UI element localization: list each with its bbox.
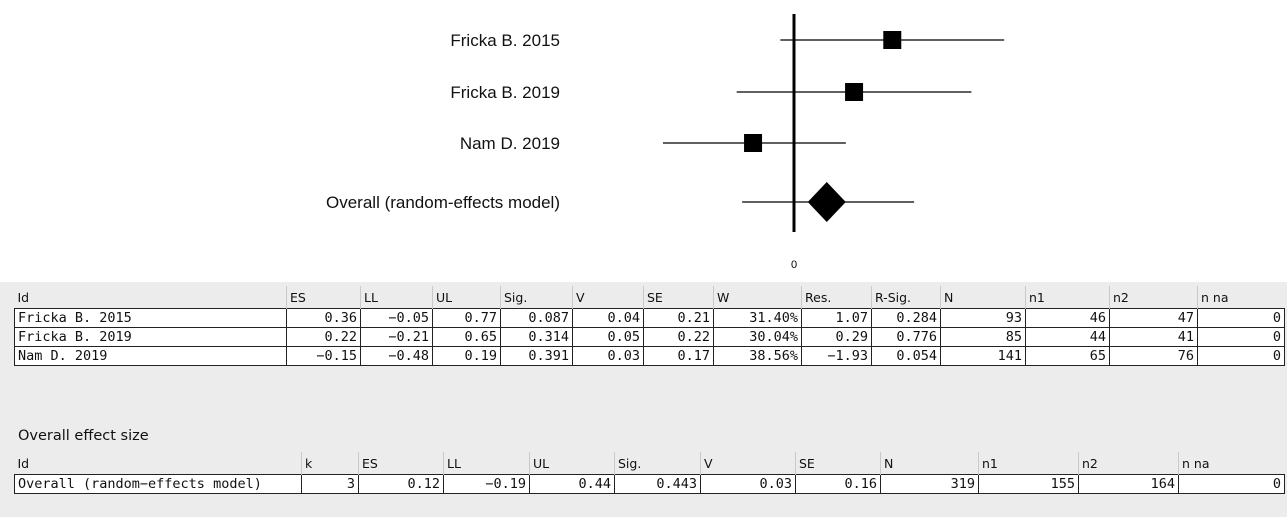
- table-cell[interactable]: Overall (random−effects model): [14, 474, 302, 494]
- column-header[interactable]: LL: [360, 286, 433, 309]
- column-header[interactable]: n na: [1178, 452, 1285, 475]
- column-header[interactable]: N: [940, 286, 1026, 309]
- study-label: Overall (random-effects model): [326, 193, 560, 212]
- table-cell[interactable]: 3: [301, 474, 359, 494]
- column-header[interactable]: V: [700, 452, 796, 475]
- table-cell[interactable]: −0.19: [443, 474, 530, 494]
- effect-size-square: [883, 31, 902, 49]
- table-cell[interactable]: 0.04: [572, 308, 644, 328]
- table-cell[interactable]: 0.16: [795, 474, 881, 494]
- table-cell[interactable]: 0.03: [572, 346, 644, 366]
- table-cell[interactable]: 0.054: [871, 346, 941, 366]
- column-header[interactable]: SE: [643, 286, 714, 309]
- table-cell[interactable]: 141: [940, 346, 1026, 366]
- study-label: Fricka B. 2015: [450, 31, 560, 50]
- table-cell[interactable]: 38.56%: [713, 346, 802, 366]
- table-cell[interactable]: 155: [978, 474, 1079, 494]
- column-header[interactable]: UL: [529, 452, 615, 475]
- overall-row[interactable]: Overall (random−effects model) 3 0.12 −0.19…: [14, 474, 1285, 494]
- study-row[interactable]: Nam D. 2019 −0.15 −0.48 0.19 0.391 0.03 0.17 38…: [14, 346, 1285, 366]
- table-cell[interactable]: 0.22: [286, 327, 361, 347]
- study-row[interactable]: Fricka B. 2019 0.22 −0.21 0.65 0.314 0.05 0.22…: [14, 327, 1285, 347]
- table-cell[interactable]: 0.19: [432, 346, 501, 366]
- table-cell[interactable]: Nam D. 2019: [14, 346, 287, 366]
- table-cell[interactable]: 319: [880, 474, 979, 494]
- table-cell[interactable]: 0.284: [871, 308, 941, 328]
- column-header[interactable]: n na: [1197, 286, 1285, 309]
- table-cell[interactable]: 164: [1078, 474, 1179, 494]
- table-cell[interactable]: 0.44: [529, 474, 615, 494]
- table-cell[interactable]: 0.776: [871, 327, 941, 347]
- column-header[interactable]: Sig.: [614, 452, 701, 475]
- column-header[interactable]: k: [301, 452, 359, 475]
- table-cell[interactable]: 0.443: [614, 474, 701, 494]
- table-cell[interactable]: 65: [1025, 346, 1110, 366]
- table-cell[interactable]: 0.12: [358, 474, 444, 494]
- column-header[interactable]: ES: [286, 286, 361, 309]
- table-cell[interactable]: 0.29: [801, 327, 872, 347]
- column-header[interactable]: n1: [1025, 286, 1110, 309]
- table-cell[interactable]: 0: [1178, 474, 1285, 494]
- study-row[interactable]: Fricka B. 2015 0.36 −0.05 0.77 0.087 0.04 0.21…: [14, 308, 1285, 328]
- table-cell[interactable]: −0.48: [360, 346, 433, 366]
- table-cell[interactable]: 0.77: [432, 308, 501, 328]
- column-header[interactable]: SE: [795, 452, 881, 475]
- table-cell[interactable]: 0.03: [700, 474, 796, 494]
- table-cell[interactable]: −0.15: [286, 346, 361, 366]
- column-header[interactable]: n1: [978, 452, 1079, 475]
- table-cell[interactable]: 30.04%: [713, 327, 802, 347]
- table-cell[interactable]: 0: [1197, 346, 1285, 366]
- forest-plot: 0 Fricka B. 2015 Fricka B. 2019 Nam D. 2019…: [326, 14, 1005, 271]
- column-header[interactable]: ES: [358, 452, 444, 475]
- table-cell[interactable]: −1.93: [801, 346, 872, 366]
- table-cell[interactable]: 41: [1109, 327, 1198, 347]
- effect-size-square: [744, 134, 763, 152]
- column-header[interactable]: Id: [14, 452, 302, 475]
- table-cell[interactable]: 44: [1025, 327, 1110, 347]
- column-header[interactable]: n2: [1109, 286, 1198, 309]
- table-cell[interactable]: 0: [1197, 327, 1285, 347]
- effect-size-square: [845, 83, 864, 101]
- table-cell[interactable]: 0.05: [572, 327, 644, 347]
- table-cell[interactable]: 85: [940, 327, 1026, 347]
- table-cell[interactable]: 0.22: [643, 327, 714, 347]
- column-header[interactable]: LL: [443, 452, 530, 475]
- table-cell[interactable]: 1.07: [801, 308, 872, 328]
- column-header[interactable]: N: [880, 452, 979, 475]
- study-label: Nam D. 2019: [460, 134, 560, 153]
- table-cell[interactable]: 76: [1109, 346, 1198, 366]
- table-cell[interactable]: 0.087: [500, 308, 573, 328]
- column-header[interactable]: Res.: [801, 286, 872, 309]
- column-header[interactable]: R-Sig.: [871, 286, 941, 309]
- column-header[interactable]: UL: [432, 286, 501, 309]
- table-cell[interactable]: −0.21: [360, 327, 433, 347]
- table-cell[interactable]: −0.05: [360, 308, 433, 328]
- column-header[interactable]: n2: [1078, 452, 1179, 475]
- column-header[interactable]: V: [572, 286, 644, 309]
- table-cell[interactable]: Fricka B. 2019: [14, 327, 287, 347]
- column-header[interactable]: Id: [14, 286, 287, 309]
- table-cell[interactable]: 0.17: [643, 346, 714, 366]
- axis-zero-label: 0: [791, 259, 797, 271]
- table-cell[interactable]: 0.21: [643, 308, 714, 328]
- table-cell[interactable]: 93: [940, 308, 1026, 328]
- table-cell[interactable]: 0.65: [432, 327, 501, 347]
- table-cell[interactable]: 0: [1197, 308, 1285, 328]
- table-cell[interactable]: 47: [1109, 308, 1198, 328]
- column-header[interactable]: Sig.: [500, 286, 573, 309]
- overall-effect-size-title: Overall effect size: [18, 428, 149, 444]
- column-header[interactable]: W: [713, 286, 802, 309]
- study-label: Fricka B. 2019: [450, 83, 560, 102]
- table-cell[interactable]: 0.36: [286, 308, 361, 328]
- table-cell[interactable]: Fricka B. 2015: [14, 308, 287, 328]
- table-cell[interactable]: 46: [1025, 308, 1110, 328]
- table-cell[interactable]: 31.40%: [713, 308, 802, 328]
- table-cell[interactable]: 0.314: [500, 327, 573, 347]
- table-cell[interactable]: 0.391: [500, 346, 573, 366]
- pooled-effect-diamond: [807, 182, 846, 222]
